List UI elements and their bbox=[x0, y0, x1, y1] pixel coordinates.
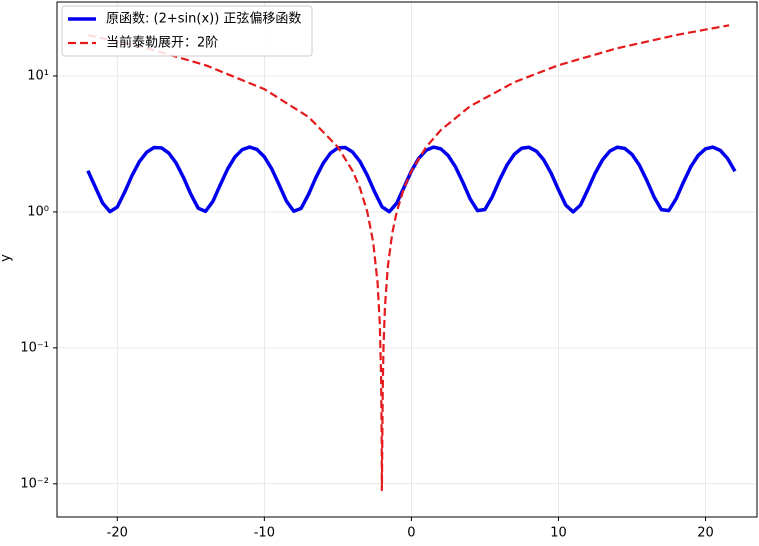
axes-frame bbox=[56, 1, 758, 518]
x-tick-label: 0 bbox=[407, 526, 415, 541]
x-tick-label: 10 bbox=[550, 526, 567, 541]
series-line bbox=[87, 24, 730, 492]
x-tick-label: 20 bbox=[697, 526, 714, 541]
y-tick-label: 10⁻² bbox=[20, 476, 49, 491]
y-tick-label: 10⁻¹ bbox=[20, 340, 49, 355]
legend-label: 当前泰勒展开：2阶 bbox=[106, 35, 218, 51]
legend-label: 原函数: (2+sin(x)) 正弦偏移函数 bbox=[106, 11, 301, 27]
x-tick-label: -10 bbox=[254, 526, 275, 541]
x-tick-label: -20 bbox=[107, 526, 128, 541]
y-tick-label: 10⁰ bbox=[27, 204, 49, 219]
legend-box bbox=[61, 5, 313, 57]
y-axis-label: y bbox=[0, 254, 14, 262]
y-tick-label: 10¹ bbox=[27, 68, 49, 83]
